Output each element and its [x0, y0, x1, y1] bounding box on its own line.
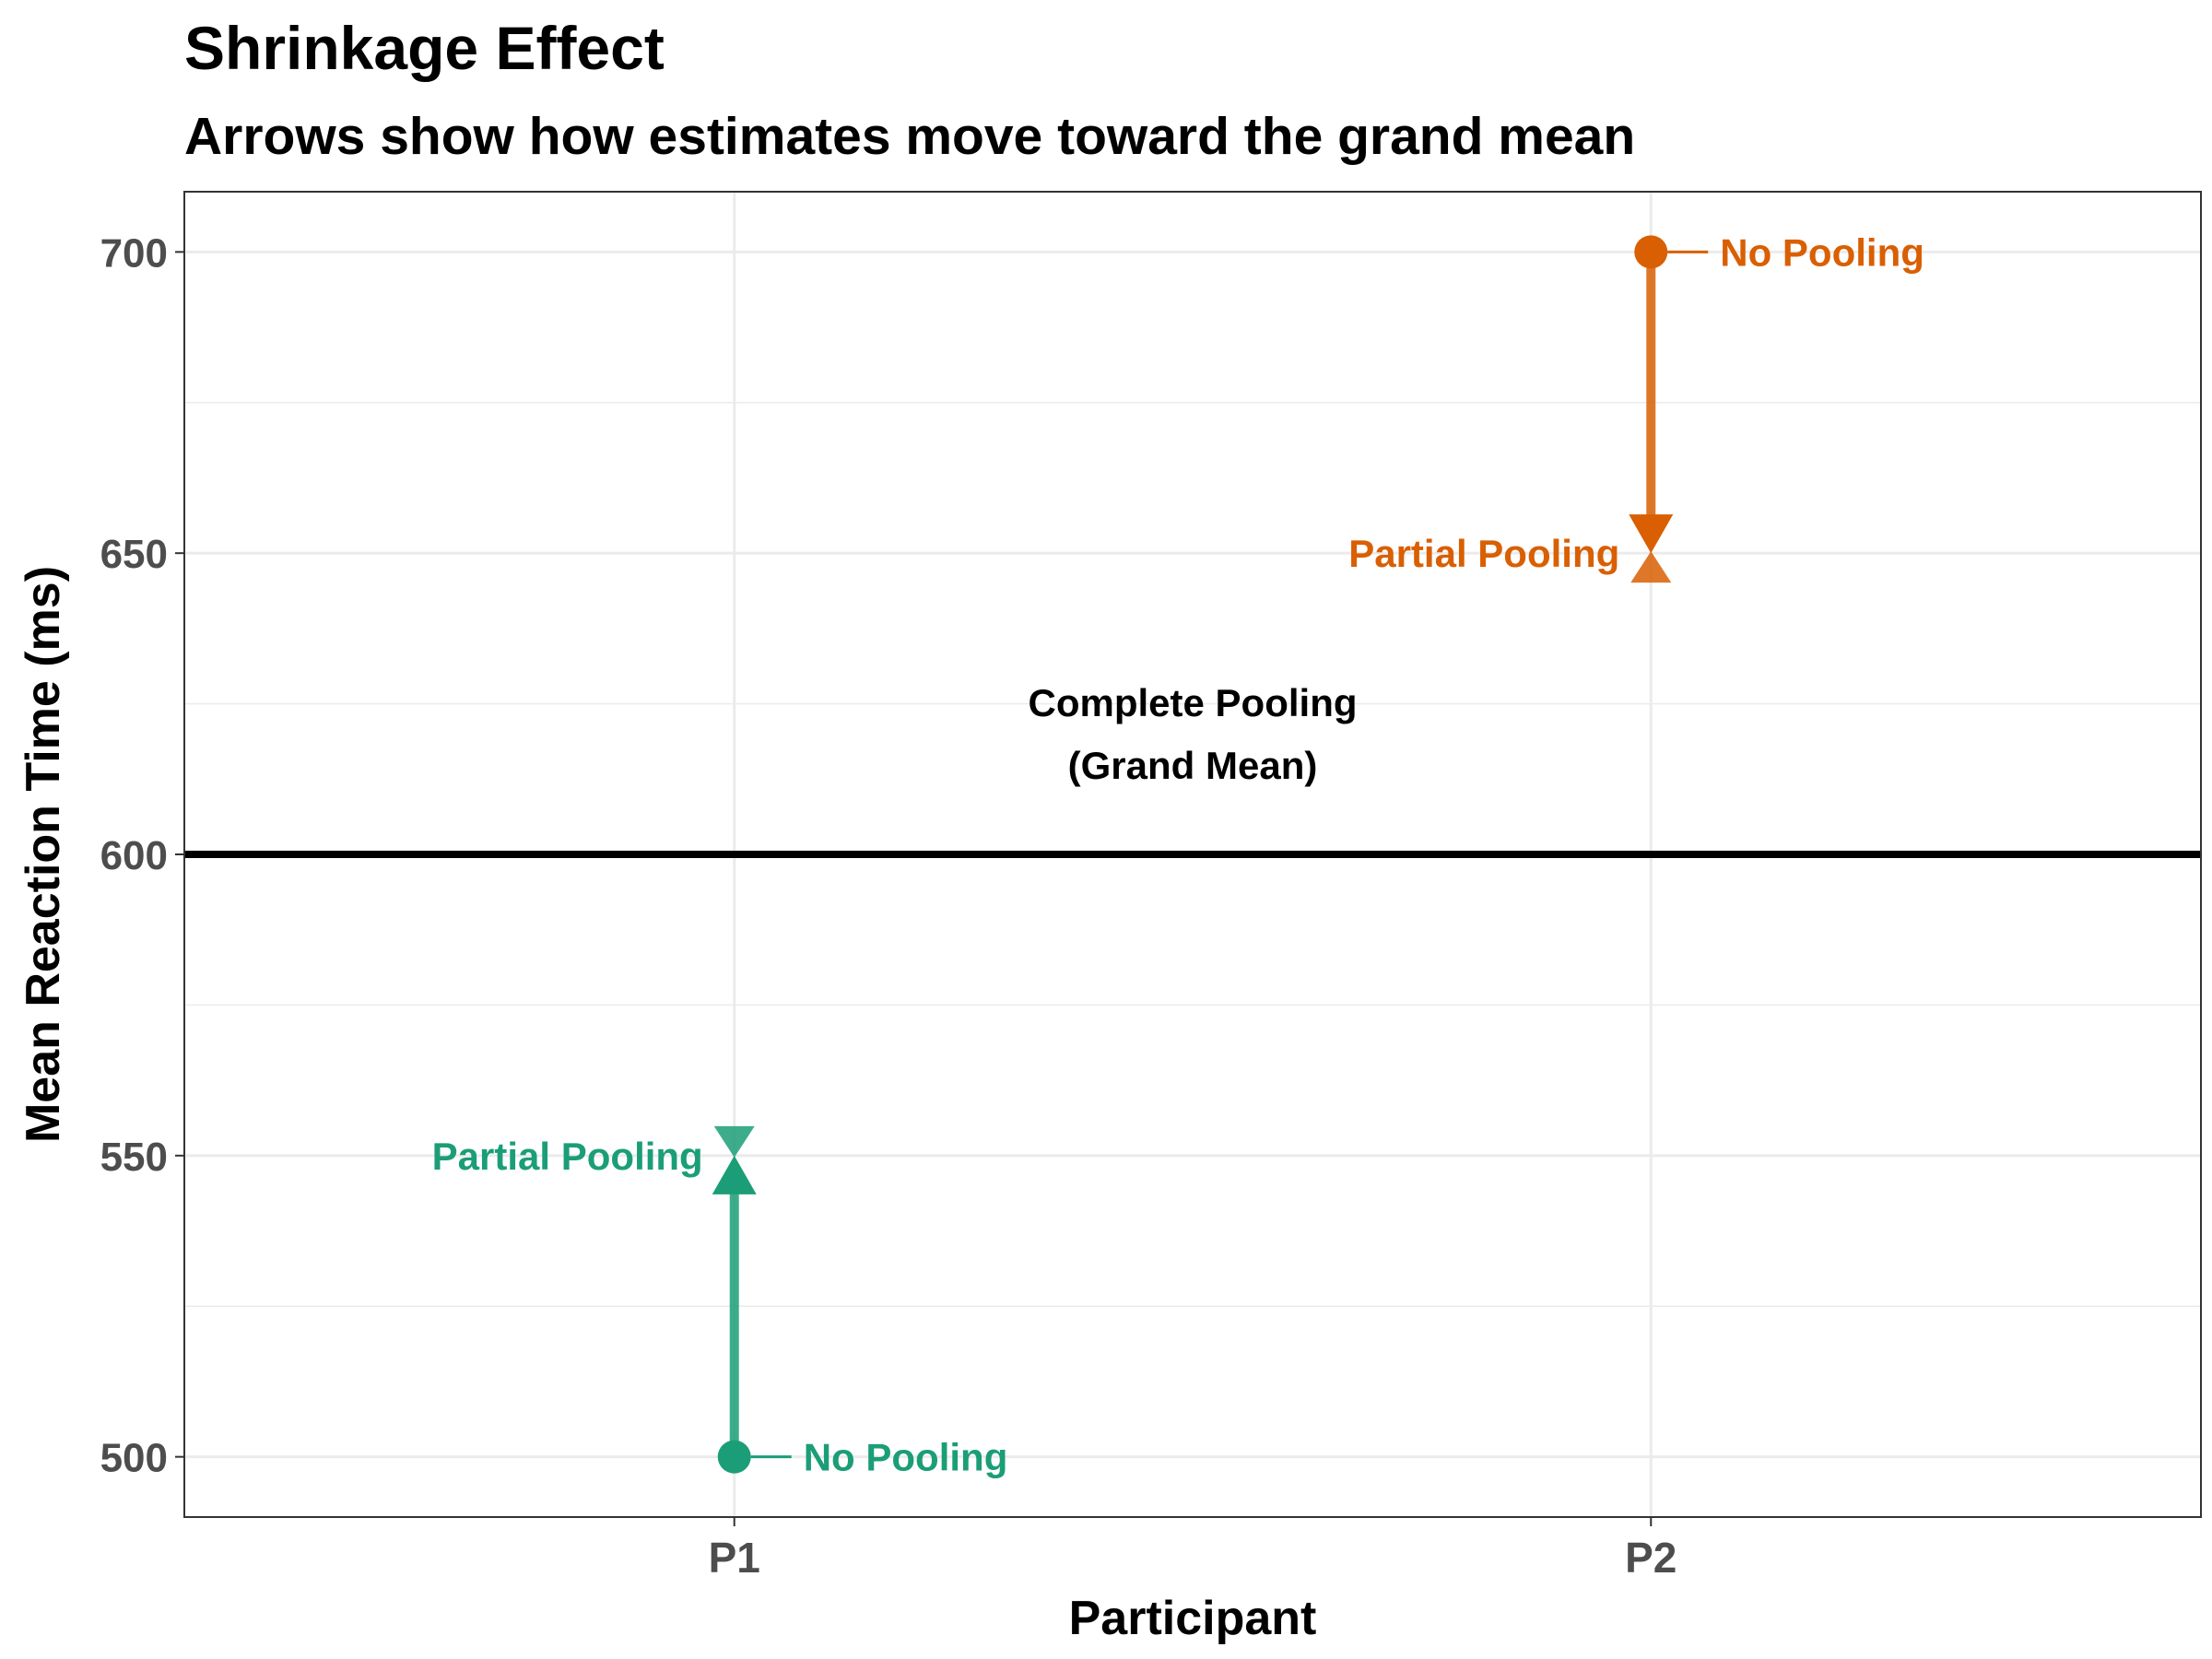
shrinkage-arrow-head [1630, 551, 1672, 583]
partial-pooling-label: Partial Pooling [1348, 532, 1619, 575]
x-axis-ticks: P1 P2 [709, 1517, 1677, 1582]
y-tick-label: 600 [100, 833, 168, 878]
y-axis-ticks: 500 550 600 650 700 [100, 230, 184, 1481]
grand-mean-label-line2: (Grand Mean) [1068, 744, 1318, 787]
y-axis-label: Mean Reaction Time (ms) [17, 566, 70, 1143]
grand-mean-layer: Complete Pooling (Grand Mean) [184, 681, 2201, 858]
series-p1: No Pooling Partial Pooling [432, 1125, 1008, 1479]
y-tick-label: 700 [100, 230, 168, 276]
no-pooling-label: No Pooling [1720, 230, 1924, 274]
partial-pooling-point [1629, 514, 1674, 554]
series-layer: No Pooling Partial Pooling No Pooling Parti… [432, 230, 1924, 1478]
partial-pooling-point [712, 1155, 757, 1194]
no-pooling-point [1634, 235, 1668, 269]
no-pooling-label: No Pooling [804, 1436, 1008, 1479]
series-p2: No Pooling Partial Pooling [1348, 230, 1924, 583]
chart-title: Shrinkage Effect [184, 14, 665, 82]
chart-subtitle: Arrows show how estimates move toward th… [184, 107, 1635, 166]
x-tick-label: P2 [1625, 1534, 1677, 1582]
y-tick-label: 550 [100, 1135, 168, 1180]
partial-pooling-label: Partial Pooling [432, 1135, 703, 1178]
x-axis-label: Participant [1069, 1592, 1317, 1645]
grand-mean-label-line1: Complete Pooling [1029, 681, 1358, 724]
y-tick-label: 500 [100, 1436, 168, 1481]
x-tick-label: P1 [709, 1534, 760, 1582]
shrinkage-arrow-head [713, 1125, 755, 1158]
y-tick-label: 650 [100, 532, 168, 577]
no-pooling-point [717, 1440, 751, 1474]
